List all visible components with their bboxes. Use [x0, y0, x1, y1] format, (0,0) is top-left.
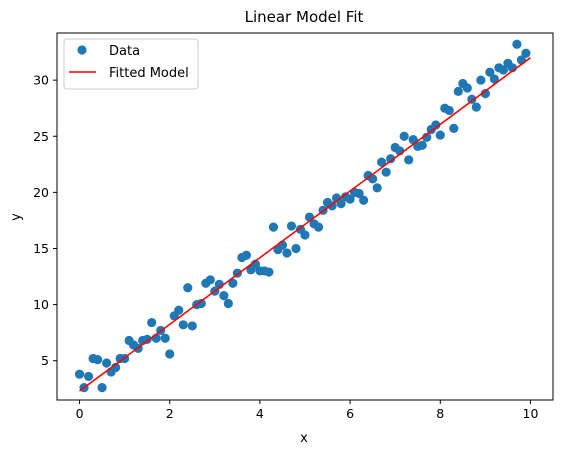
data-point — [102, 358, 112, 368]
axes-frame — [56, 32, 554, 401]
data-point — [97, 383, 107, 393]
data-point — [291, 243, 301, 254]
data-point — [489, 74, 499, 84]
data-point — [205, 275, 215, 285]
data-point — [160, 333, 170, 343]
data-point — [359, 195, 369, 205]
legend: Data Fitted Model — [63, 38, 199, 90]
data-point — [196, 298, 206, 309]
data-point — [178, 320, 188, 330]
y-tick-label: 25 — [33, 129, 49, 144]
y-axis-label: y — [9, 213, 24, 221]
data-point — [264, 267, 274, 277]
data-point — [219, 291, 229, 301]
data-point — [313, 222, 324, 232]
data-point — [476, 75, 486, 85]
data-point — [462, 83, 472, 93]
legend-label-data: Data — [109, 44, 140, 59]
data-point — [498, 65, 508, 75]
data-point — [345, 194, 355, 204]
y-tick-label: 15 — [33, 241, 49, 256]
data-point — [228, 278, 238, 288]
x-tick-label: 2 — [166, 406, 174, 421]
plot-area — [56, 32, 554, 401]
legend-label-fitted-model: Fitted Model — [109, 66, 189, 81]
x-tick-label: 6 — [346, 406, 354, 421]
data-point — [223, 298, 233, 309]
data-point — [377, 157, 387, 167]
data-point — [404, 155, 414, 165]
data-point — [336, 198, 346, 209]
data-point — [444, 105, 454, 116]
data-point — [282, 248, 292, 258]
data-point — [183, 283, 193, 293]
data-point — [92, 354, 103, 365]
data-point — [286, 221, 297, 231]
data-point — [142, 334, 152, 344]
y-tick-label: 10 — [33, 297, 49, 312]
data-point — [381, 167, 391, 177]
data-point — [431, 120, 441, 130]
data-point — [417, 140, 427, 150]
data-point — [521, 48, 531, 58]
data-point — [83, 371, 94, 382]
data-point — [174, 305, 184, 315]
data-point — [268, 222, 279, 232]
data-point — [399, 131, 409, 141]
y-tick-label: 30 — [33, 73, 49, 88]
x-tick-label: 10 — [523, 406, 539, 421]
data-point — [386, 154, 396, 164]
data-point — [354, 188, 364, 199]
data-point — [368, 174, 378, 184]
x-tick-label: 8 — [436, 406, 444, 421]
y-tick-label: 5 — [41, 353, 49, 368]
data-point — [467, 94, 477, 104]
data-point — [300, 230, 310, 240]
x-axis-label: x — [300, 431, 308, 446]
x-axis-ticks: 0 2 4 6 8 10 — [76, 400, 539, 421]
x-tick-label: 0 — [76, 406, 84, 421]
data-point — [453, 86, 463, 96]
x-tick-label: 4 — [256, 406, 264, 421]
data-point — [147, 317, 157, 328]
data-point — [74, 369, 85, 379]
legend-box — [63, 38, 199, 90]
fitted-model-line — [79, 57, 531, 392]
data-point — [372, 183, 382, 193]
data-point — [485, 67, 495, 77]
data-marks — [74, 39, 531, 393]
data-point — [241, 250, 251, 260]
chart-title: Linear Model Fit — [245, 8, 364, 26]
data-point — [449, 123, 459, 133]
data-point — [187, 321, 197, 331]
data-point — [471, 102, 481, 112]
data-point — [435, 130, 445, 140]
y-axis-ticks: 5 10 15 20 25 30 — [33, 73, 57, 368]
y-tick-label: 20 — [33, 185, 49, 200]
data-point — [480, 89, 490, 99]
data-point — [512, 39, 522, 49]
data-point — [165, 349, 175, 359]
legend-marker-data — [77, 45, 87, 55]
